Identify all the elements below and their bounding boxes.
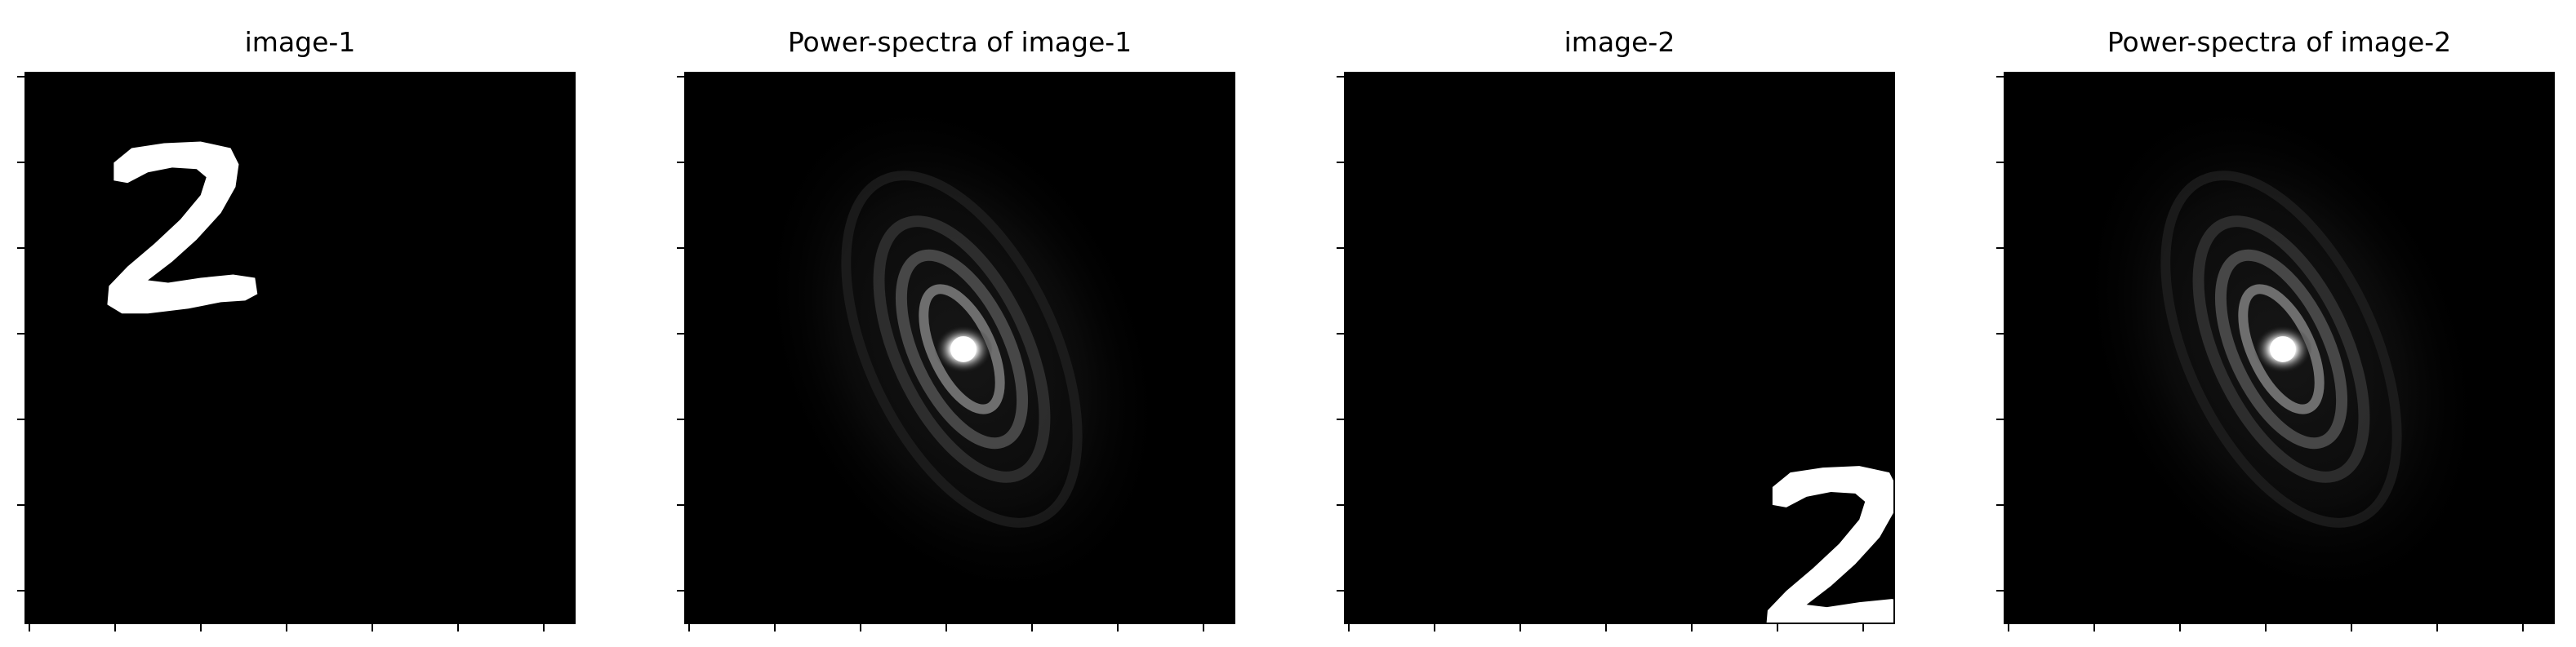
y-tick-mark bbox=[1337, 333, 1344, 335]
y-tick-mark bbox=[1996, 76, 2004, 78]
x-tick-mark bbox=[1605, 624, 1607, 631]
x-tick-mark bbox=[1434, 624, 1435, 631]
x-tick-mark bbox=[688, 624, 690, 631]
x-tick-mark bbox=[1519, 624, 1521, 631]
x-tick-mark bbox=[2179, 624, 2181, 631]
y-tick-mark bbox=[677, 504, 684, 506]
image-axes bbox=[1344, 72, 1895, 624]
panel-title: image-1 bbox=[244, 26, 356, 58]
x-tick-mark bbox=[860, 624, 861, 631]
y-tick-mark bbox=[17, 419, 24, 420]
x-tick-mark bbox=[2522, 624, 2524, 631]
y-tick-mark bbox=[17, 247, 24, 249]
panel-image-2: image-2 bbox=[1337, 26, 1895, 631]
digit-two-glyph bbox=[107, 141, 258, 314]
image-axes bbox=[24, 72, 576, 624]
y-tick-mark bbox=[1337, 504, 1344, 506]
y-tick-mark bbox=[1337, 247, 1344, 249]
x-tick-mark bbox=[2351, 624, 2352, 631]
panel-title: image-2 bbox=[1564, 26, 1675, 58]
y-tick-mark bbox=[17, 504, 24, 506]
x-tick-mark bbox=[457, 624, 459, 631]
x-tick-mark bbox=[1348, 624, 1350, 631]
digit-image bbox=[26, 73, 574, 623]
y-tick-mark bbox=[1996, 247, 2004, 249]
y-tick-mark bbox=[1996, 590, 2004, 592]
y-tick-mark bbox=[1996, 162, 2004, 163]
y-tick-mark bbox=[1337, 590, 1344, 592]
x-tick-mark bbox=[1862, 624, 1864, 631]
panel-power-spectra-1: Power-spectra of image-1 bbox=[677, 26, 1235, 631]
spectrum-image bbox=[2005, 73, 2553, 623]
x-tick-mark bbox=[371, 624, 373, 631]
y-tick-mark bbox=[17, 590, 24, 592]
y-tick-mark bbox=[677, 76, 684, 78]
x-tick-mark bbox=[29, 624, 30, 631]
y-tick-mark bbox=[17, 162, 24, 163]
spectrum-axes bbox=[684, 72, 1235, 624]
y-tick-mark bbox=[677, 590, 684, 592]
x-tick-mark bbox=[774, 624, 776, 631]
x-tick-mark bbox=[1203, 624, 1204, 631]
y-tick-mark bbox=[677, 247, 684, 249]
x-tick-mark bbox=[2093, 624, 2095, 631]
x-tick-mark bbox=[2265, 624, 2267, 631]
digit-image bbox=[1346, 73, 1893, 623]
y-tick-mark bbox=[1337, 419, 1344, 420]
panel-power-spectra-2: Power-spectra of image-2 bbox=[1996, 26, 2555, 631]
x-tick-mark bbox=[2436, 624, 2438, 631]
x-tick-mark bbox=[945, 624, 947, 631]
y-tick-mark bbox=[17, 76, 24, 78]
y-tick-mark bbox=[677, 419, 684, 420]
x-tick-mark bbox=[1117, 624, 1119, 631]
panel-title: Power-spectra of image-2 bbox=[2107, 26, 2452, 58]
y-tick-mark bbox=[1996, 504, 2004, 506]
y-tick-mark bbox=[17, 333, 24, 335]
panel-title: Power-spectra of image-1 bbox=[787, 26, 1132, 58]
x-tick-mark bbox=[1691, 624, 1693, 631]
spectrum-image bbox=[686, 73, 1234, 623]
x-tick-mark bbox=[2008, 624, 2009, 631]
y-tick-mark bbox=[1996, 419, 2004, 420]
y-tick-mark bbox=[1337, 162, 1344, 163]
x-tick-mark bbox=[286, 624, 287, 631]
y-tick-mark bbox=[1337, 76, 1344, 78]
spectrum-axes bbox=[2004, 72, 2555, 624]
panel-image-1: image-1 bbox=[17, 26, 576, 631]
x-tick-mark bbox=[114, 624, 116, 631]
digit-two-glyph bbox=[1766, 466, 1893, 623]
x-tick-mark bbox=[1777, 624, 1778, 631]
y-tick-mark bbox=[677, 162, 684, 163]
y-tick-mark bbox=[677, 333, 684, 335]
y-tick-mark bbox=[1996, 333, 2004, 335]
x-tick-mark bbox=[200, 624, 202, 631]
x-tick-mark bbox=[543, 624, 545, 631]
x-tick-mark bbox=[1031, 624, 1033, 631]
